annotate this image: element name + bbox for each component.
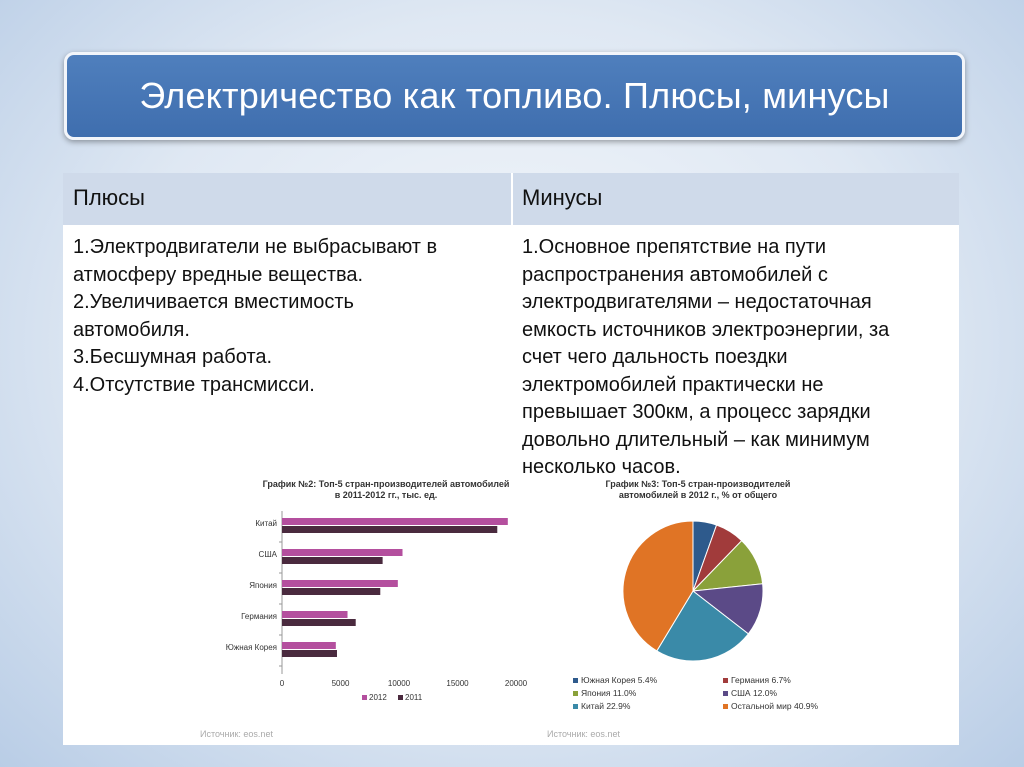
bar-category-label: Германия (241, 612, 277, 621)
pie-chart-source: Источник: eos.net (547, 729, 620, 739)
bar-x-tick-label: 20000 (505, 679, 528, 688)
pie-legend-item: США 12.0% (723, 688, 777, 698)
cons-line: 1.Основное препятствие на пути (522, 236, 827, 258)
bar-legend-swatch (398, 695, 403, 700)
cons-list: 1.Основное препятствие на пути распростр… (522, 234, 958, 482)
bar-category-label: Южная Корея (226, 643, 277, 652)
pie-legend-swatch (573, 704, 578, 710)
bar-2012-1 (282, 549, 403, 556)
bar-2011-3 (282, 619, 356, 626)
pie-legend-label: Южная Корея 5.4% (581, 675, 658, 685)
header-divider (511, 173, 513, 226)
pie-legend-item: Китай 22.9% (573, 701, 630, 711)
cons-line: электромобилей практически не (522, 373, 824, 396)
pie-legend-item: Германия 6.7% (723, 675, 791, 685)
bar-2012-2 (282, 580, 398, 587)
bar-legend-label: 2011 (405, 693, 423, 702)
cons-line: электродвигателями – недостаточная (522, 291, 872, 313)
pie-legend-item: Остальной мир 40.9% (723, 701, 818, 711)
bar-chart-source: Источник: eos.net (200, 729, 273, 739)
pie-slice-4 (656, 590, 750, 662)
pie-legend-swatch (723, 704, 728, 710)
slide-title-bar: Электричество как топливо. Плюсы, минусы (64, 52, 965, 140)
pie-chart-title: График №3: Топ-5 стран-производителей ав… (548, 479, 848, 501)
bar-2011-4 (282, 650, 337, 657)
bar-x-tick-label: 10000 (388, 679, 411, 688)
pros-list: 1.Электродвигатели не выбрасывают в атмо… (73, 234, 513, 399)
pros-line: автомобиля. (73, 318, 190, 341)
bar-2012-3 (282, 611, 348, 618)
pie-legend-label: Остальной мир 40.9% (731, 701, 819, 711)
pie-legend-label: США 12.0% (731, 688, 778, 698)
row-divider (63, 225, 959, 227)
pie-legend-label: Германия 6.7% (731, 675, 791, 685)
pie-chart-title-line2: автомобилей в 2012 г., % от общего (618, 490, 778, 500)
pie-chart-title-line1: График №3: Топ-5 стран-производителей (605, 479, 791, 489)
bar-chart-title-line2: в 2011-2012 гг., тыс. ед. (334, 490, 438, 500)
pie-legend-swatch (723, 678, 728, 684)
pie-legend-item: Япония 11.0% (573, 688, 636, 698)
bar-x-tick-label: 5000 (332, 679, 350, 688)
bar-category-label: США (259, 550, 278, 559)
cons-line: счет чего дальность поездки (522, 346, 788, 368)
bar-x-tick-label: 0 (280, 679, 285, 688)
cons-header: Минусы (522, 185, 603, 210)
bar-legend-label: 2012 (369, 693, 387, 702)
bar-category-label: Китай (255, 519, 277, 528)
bar-2012-4 (282, 642, 336, 649)
cons-line: емкость источников электроэнергии, за (522, 318, 890, 341)
pie-legend-swatch (573, 691, 578, 697)
pros-line: 3.Бесшумная работа. (73, 346, 273, 368)
pros-header: Плюсы (73, 185, 145, 210)
bar-chart: Китай США Япония Германия Южная Корея 0 5000 10… (226, 511, 528, 702)
pie-legend-swatch (723, 691, 728, 697)
bar-x-tick-label: 15000 (446, 679, 469, 688)
bar-chart-title: График №2: Топ-5 стран-производителей ав… (226, 479, 546, 501)
pie-legend: Южная Корея 5.4% Германия 6.7% Япония 11.0… (573, 675, 873, 725)
bar-2012-0 (282, 518, 508, 525)
pros-line: 4.Отсутствие трансмисси. (73, 373, 315, 396)
pros-cons-table: Плюсы Минусы 1.Электродвигатели не выбра… (63, 173, 959, 745)
bar-2011-1 (282, 557, 383, 564)
pie-legend-label: Япония 11.0% (581, 688, 637, 698)
pros-line: атмосферу вредные вещества. (73, 263, 364, 286)
pie-slice-5 (622, 520, 694, 652)
cons-line: несколько часов. (522, 456, 681, 478)
pros-line: 1.Электродвигатели не выбрасывают в (73, 236, 438, 258)
cons-line: превышает 300км, а процесс зарядки (522, 401, 871, 423)
cons-line: довольно длительный – как минимум (522, 428, 870, 451)
pie-legend-label: Китай 22.9% (581, 701, 631, 711)
slide-title: Электричество как топливо. Плюсы, минусы (139, 75, 890, 116)
cons-line: распространения автомобилей с (522, 263, 828, 286)
pie-chart (622, 520, 764, 662)
bar-chart-title-line1: График №2: Топ-5 стран-производителей ав… (262, 479, 510, 489)
bar-2011-0 (282, 526, 498, 533)
bar-legend-swatch (362, 695, 367, 700)
pie-legend-item: Южная Корея 5.4% (573, 675, 657, 685)
bar-category-label: Япония (249, 581, 277, 590)
bar-2011-2 (282, 588, 381, 595)
pie-legend-swatch (573, 678, 578, 684)
pros-line: 2.Увеличивается вместимость (73, 291, 354, 313)
